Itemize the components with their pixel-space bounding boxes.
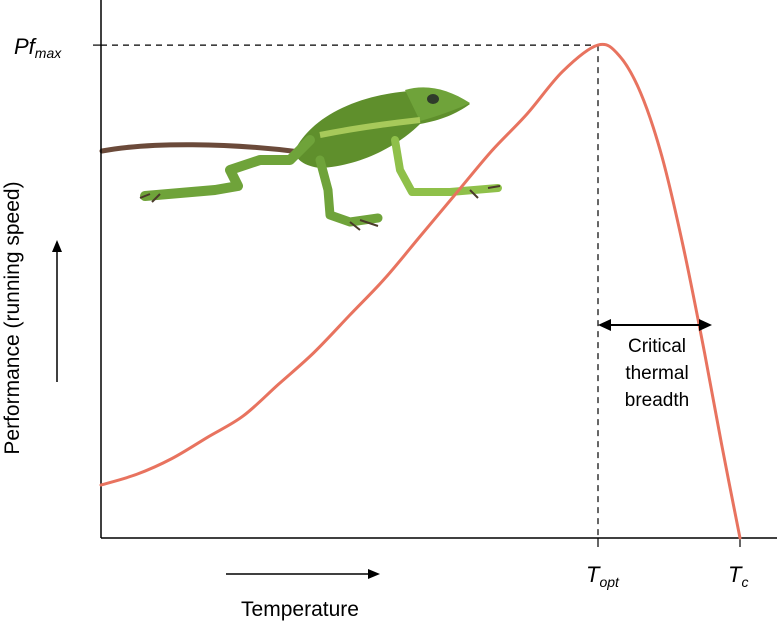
y-tick-label-pfmax: Pfmax — [14, 34, 62, 61]
y-direction-arrow — [52, 240, 62, 382]
annotation-line-1: Critical — [628, 336, 686, 357]
annotation-line-2: thermal — [625, 363, 688, 384]
x-direction-arrow — [226, 569, 380, 579]
y-axis-title: Performance (running speed) — [1, 181, 24, 454]
annotation-line-3: breadth — [625, 390, 689, 411]
x-axis-title: Temperature — [241, 598, 359, 621]
lizard-illustration — [99, 87, 502, 231]
x-tick-label-topt: Topt — [586, 562, 620, 590]
performance-curve — [99, 42, 742, 540]
x-tick-label-tc: Tc — [728, 562, 748, 590]
breadth-arrow — [598, 319, 712, 331]
